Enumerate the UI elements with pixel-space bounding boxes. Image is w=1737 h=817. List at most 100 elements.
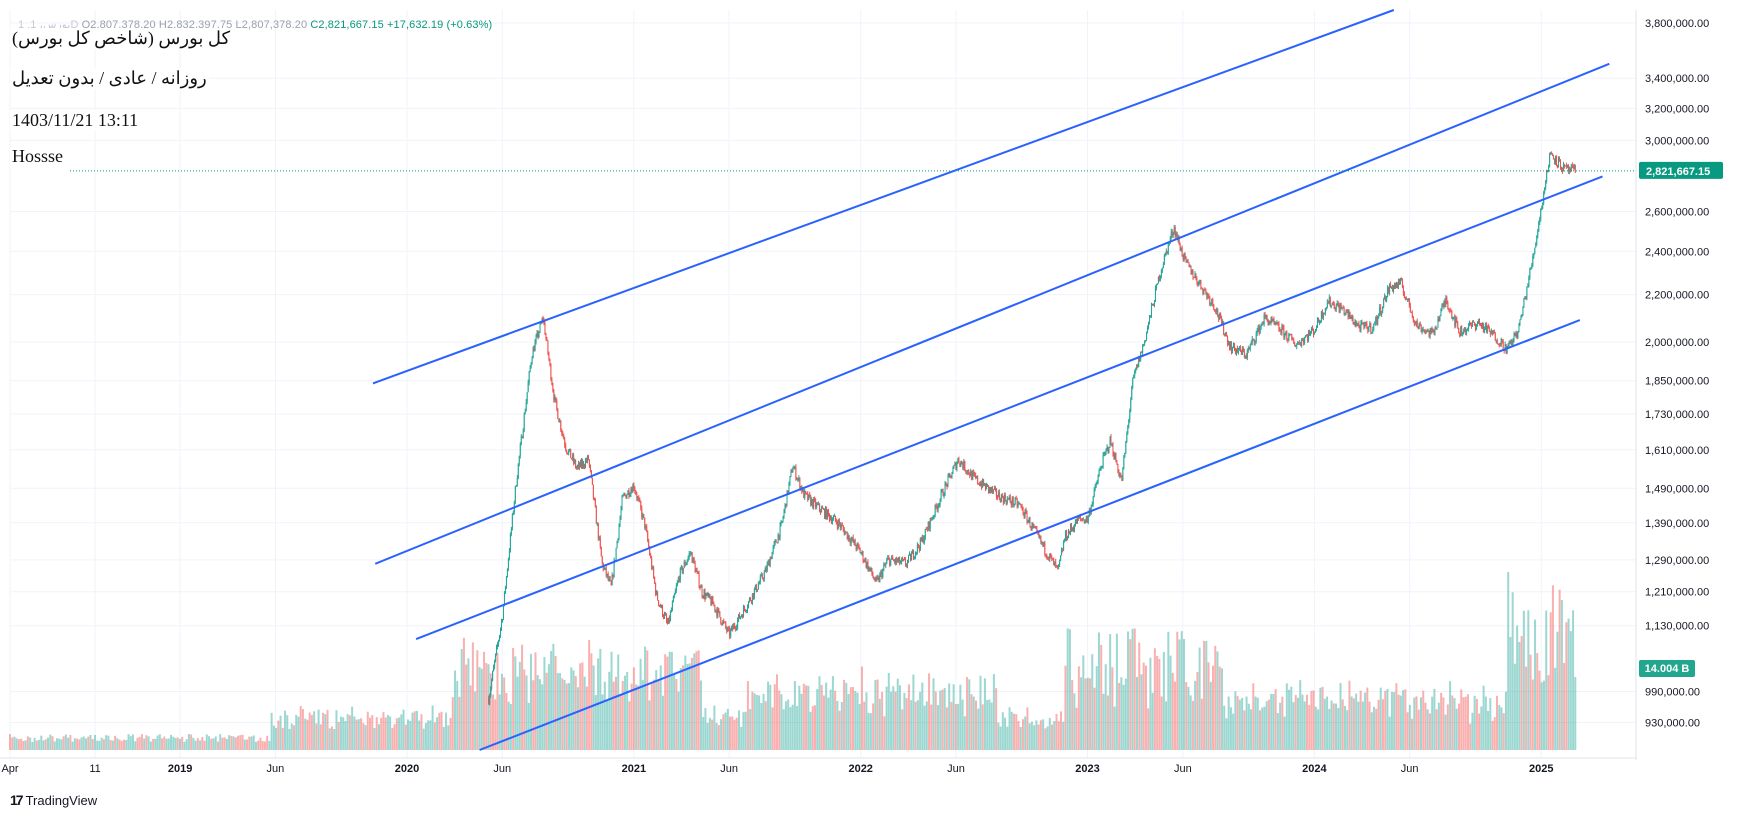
volume-bar xyxy=(1536,653,1539,750)
candle-body xyxy=(1554,158,1556,163)
volume-bar xyxy=(1160,696,1163,750)
candle-body xyxy=(1141,351,1143,353)
candle-body xyxy=(1096,481,1098,485)
candle-body xyxy=(1361,322,1363,324)
candle-body xyxy=(1135,369,1137,372)
candle-body xyxy=(1345,309,1347,313)
candle-body xyxy=(908,553,910,556)
volume-bar xyxy=(925,701,928,750)
candle-body xyxy=(495,653,497,661)
candle-body xyxy=(584,460,586,467)
candle-body xyxy=(566,450,568,453)
candle-body xyxy=(1535,243,1537,248)
volume-bar xyxy=(697,650,700,750)
volume-bar xyxy=(1247,703,1250,750)
candle-body xyxy=(726,627,728,632)
volume-bar xyxy=(1241,697,1244,750)
candle-body xyxy=(1370,323,1372,333)
candle-body xyxy=(1176,233,1178,240)
candle-body xyxy=(995,488,997,497)
volume-bar xyxy=(194,740,197,750)
candle-body xyxy=(560,420,562,430)
candle-body xyxy=(1014,498,1016,505)
candle-body xyxy=(797,478,799,480)
candle-body xyxy=(974,473,976,476)
volume-bar xyxy=(606,701,609,750)
note-datetime: 1403/11/21 13:11 xyxy=(10,110,141,131)
candle-body xyxy=(1354,321,1356,325)
candle-body xyxy=(538,332,540,337)
volume-bar xyxy=(1475,698,1478,750)
price-tick-label: 1,850,000.00 xyxy=(1645,376,1709,388)
volume-bar xyxy=(865,692,868,750)
candle-body xyxy=(1064,539,1066,543)
candle-body xyxy=(1015,498,1017,500)
candle-body xyxy=(1330,305,1332,307)
candle-body xyxy=(1410,311,1412,313)
candle-body xyxy=(844,531,846,535)
volume-bar xyxy=(337,721,340,750)
candle-body xyxy=(994,488,996,490)
candle-body xyxy=(663,615,665,618)
volume-bar xyxy=(876,679,879,750)
volume-bar xyxy=(822,695,825,750)
volume-bar xyxy=(784,701,787,750)
candle-body xyxy=(1569,168,1571,172)
candle-body xyxy=(740,616,742,619)
volume-bar xyxy=(1229,707,1232,750)
candle-body xyxy=(894,560,896,563)
volume-bar xyxy=(1531,679,1534,750)
candle-body xyxy=(799,478,801,490)
volume-bar xyxy=(382,712,385,750)
tradingview-brand[interactable]: 17 TradingView xyxy=(10,792,97,808)
candle-body xyxy=(1020,504,1022,507)
candle-body xyxy=(893,559,895,561)
volume-bar xyxy=(214,736,217,750)
candle-body xyxy=(596,523,598,525)
volume-bar xyxy=(1225,718,1228,750)
candle-body xyxy=(927,521,929,531)
volume-bar xyxy=(1453,698,1456,750)
volume-bar xyxy=(1169,655,1172,750)
volume-bar xyxy=(1460,689,1463,750)
candle-body xyxy=(1400,278,1402,281)
candle-body xyxy=(635,491,637,495)
candle-body xyxy=(1162,264,1164,268)
candle-body xyxy=(788,483,790,494)
volume-bar xyxy=(1030,721,1033,750)
volume-bar xyxy=(525,675,528,750)
volume-bar xyxy=(131,734,134,750)
candle-body xyxy=(881,571,883,578)
candle-body xyxy=(872,574,874,577)
volume-bar xyxy=(1153,648,1156,750)
price-tick-label: 1,730,000.00 xyxy=(1645,409,1709,421)
candle-body xyxy=(830,517,832,523)
volume-bar xyxy=(422,728,425,750)
candle-body xyxy=(537,332,539,337)
volume-bar xyxy=(366,711,369,750)
volume-bar xyxy=(424,722,427,750)
candle-body xyxy=(945,483,947,485)
volume-bar xyxy=(827,697,830,750)
volume-bar xyxy=(1478,713,1481,750)
candle-body xyxy=(819,503,821,510)
volume-bar xyxy=(1174,681,1177,750)
volume-bar xyxy=(140,734,143,750)
candle-body xyxy=(744,609,746,612)
candle-body xyxy=(917,544,919,548)
candle-body xyxy=(650,555,652,558)
volume-bar xyxy=(243,739,246,750)
candle-body xyxy=(1163,255,1165,265)
candle-body xyxy=(967,470,969,473)
volume-bar xyxy=(583,676,586,750)
price-tick-label: 2,400,000.00 xyxy=(1645,246,1709,258)
volume-bar xyxy=(1500,707,1503,750)
candle-body xyxy=(909,553,911,561)
candle-body xyxy=(1313,331,1315,335)
candle-body xyxy=(1530,267,1532,270)
candle-body xyxy=(1165,250,1167,253)
candle-body xyxy=(764,568,766,573)
candle-body xyxy=(1558,158,1560,160)
candle-body xyxy=(714,604,716,611)
